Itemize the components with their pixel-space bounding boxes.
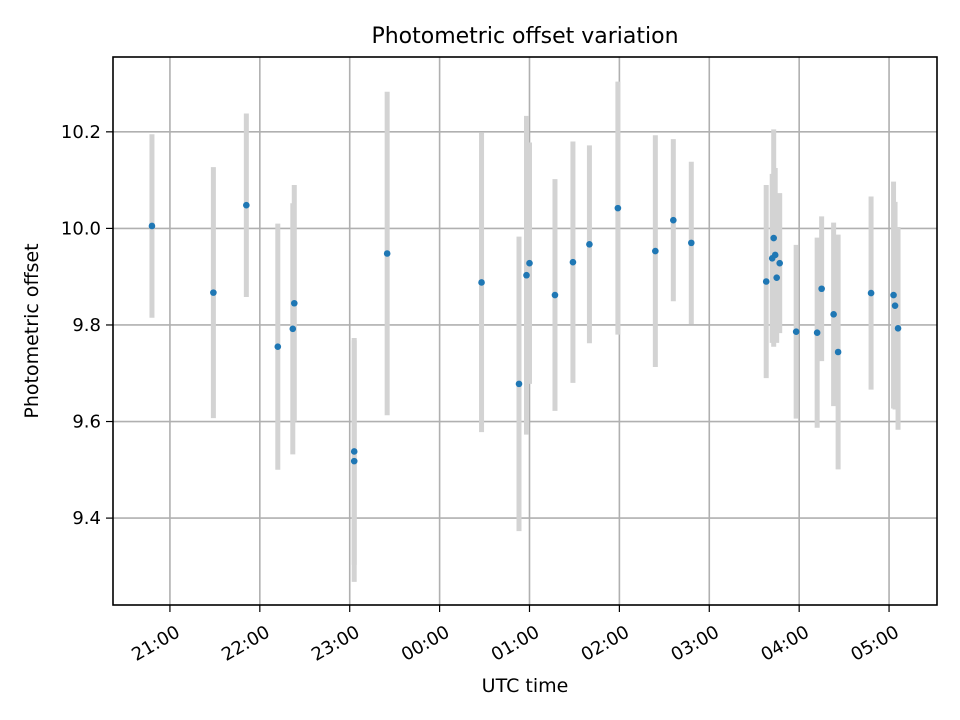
plot-frame	[112, 56, 938, 606]
data-point	[289, 325, 297, 333]
chart-title: Photometric offset variation	[371, 24, 678, 49]
y-tick-label: 10.2	[61, 122, 101, 143]
data-point	[834, 348, 842, 356]
data-point	[830, 311, 837, 318]
data-point	[478, 279, 485, 286]
data-point	[274, 343, 282, 350]
data-point	[243, 201, 250, 209]
data-point	[350, 448, 358, 455]
data-point	[773, 274, 780, 281]
data-point	[762, 278, 770, 285]
data-point	[894, 325, 902, 332]
data-point	[523, 271, 530, 279]
data-point	[515, 380, 523, 388]
data-point	[770, 234, 777, 242]
data-point	[383, 250, 391, 257]
data-point	[652, 247, 659, 255]
data-point	[670, 216, 677, 224]
data-point	[771, 251, 779, 259]
x-axis-label: UTC time	[482, 675, 569, 697]
y-tick-label: 9.6	[72, 412, 101, 433]
data-point	[148, 222, 156, 230]
data-points	[148, 201, 902, 465]
y-tick-label: 10.0	[61, 218, 101, 239]
data-point	[818, 285, 825, 293]
data-point	[350, 457, 358, 465]
data-point	[867, 289, 875, 297]
data-point	[776, 259, 783, 267]
data-point	[551, 291, 559, 299]
data-point	[614, 204, 622, 212]
data-point	[290, 299, 298, 307]
data-point	[792, 328, 800, 336]
data-point	[210, 289, 217, 296]
data-point	[687, 239, 695, 247]
data-point	[891, 302, 899, 309]
data-point	[813, 329, 821, 336]
data-point	[569, 258, 577, 266]
data-point	[526, 259, 533, 267]
data-point	[890, 291, 897, 299]
y-tick-label: 9.8	[72, 315, 101, 336]
y-tick-label: 9.4	[72, 508, 101, 529]
y-axis-label: Photometric offset	[21, 243, 43, 418]
data-point	[586, 241, 593, 248]
